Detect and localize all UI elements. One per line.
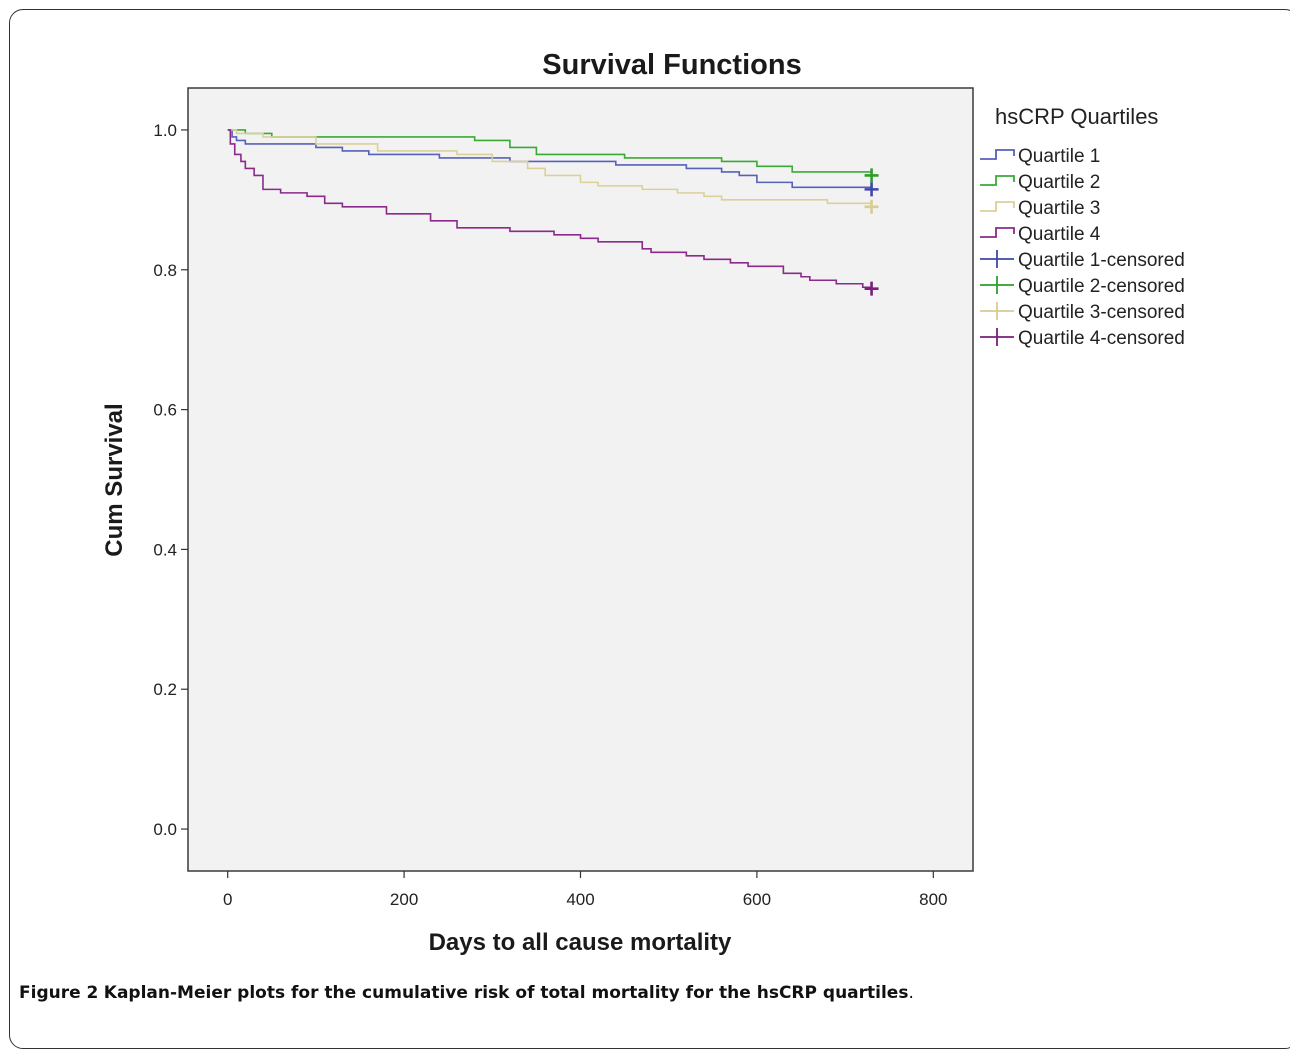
x-axis-label: Days to all cause mortality — [429, 929, 732, 956]
censor-mark-q4 — [864, 281, 879, 296]
censor-mark-q3 — [864, 199, 879, 214]
series-line-q3 — [227, 129, 873, 207]
caption-end: . — [908, 983, 914, 1003]
legend-label: Quartile 4 — [1018, 224, 1101, 245]
y-tick-label: 0.8 — [153, 261, 177, 280]
legend-swatch-censor — [980, 250, 1014, 268]
legend-swatch-step — [980, 201, 1015, 212]
legend-swatch-censor — [980, 328, 1014, 346]
legend-swatch-step — [980, 175, 1015, 186]
y-axis-label: Cum Survival — [101, 403, 128, 556]
censor-mark-q2 — [864, 168, 879, 183]
legend-swatch-step — [980, 227, 1015, 238]
series-line-q1 — [227, 129, 873, 190]
plot-area — [187, 87, 974, 872]
y-tick-label: 0.0 — [153, 820, 177, 839]
series-line-q2 — [227, 129, 873, 176]
legend-label: Quartile 2-censored — [1018, 276, 1185, 297]
y-tick-label: 1.0 — [153, 121, 177, 140]
legend-swatch-step — [980, 149, 1015, 160]
y-tick-label: 0.6 — [153, 401, 177, 420]
legend-label: Quartile 1-censored — [1018, 250, 1185, 271]
y-tick-label: 0.2 — [153, 680, 177, 699]
y-tick-label: 0.4 — [153, 540, 177, 559]
legend-label: Quartile 1 — [1018, 146, 1100, 167]
legend-swatch-censor — [980, 276, 1014, 294]
legend-label: Quartile 3 — [1018, 198, 1100, 219]
x-tick-label: 0 — [223, 890, 232, 909]
x-tick-label: 400 — [566, 890, 594, 909]
legend-label: Quartile 2 — [1018, 172, 1100, 193]
legend-label: Quartile 3-censored — [1018, 302, 1185, 323]
axes: 0.0 0.2 0.4 0.6 0.8 1.0 0 200 400 600 800 — [153, 121, 947, 909]
series-line-q4 — [227, 129, 873, 289]
x-tick-label: 200 — [390, 890, 418, 909]
caption-text: Kaplan-Meier plots for the cumulative ri… — [103, 983, 909, 1003]
chart-title: Survival Functions — [542, 49, 801, 81]
series-layer — [227, 129, 879, 296]
survival-chart: Survival Functions Cum Survival Days to … — [101, 49, 1185, 956]
censor-mark-q1 — [864, 182, 879, 197]
legend: Quartile 1 Quartile 2 Quartile 3 Quartile 4… — [980, 146, 1185, 349]
figure-label: Figure 2 — [19, 983, 99, 1003]
legend-label: Quartile 4-censored — [1018, 328, 1185, 349]
legend-title: hsCRP Quartiles — [995, 104, 1158, 129]
x-tick-label: 800 — [919, 890, 947, 909]
legend-swatch-censor — [980, 302, 1014, 320]
x-tick-label: 600 — [743, 890, 771, 909]
figure-caption: Figure 2 Kaplan-Meier plots for the cumu… — [19, 983, 914, 1003]
